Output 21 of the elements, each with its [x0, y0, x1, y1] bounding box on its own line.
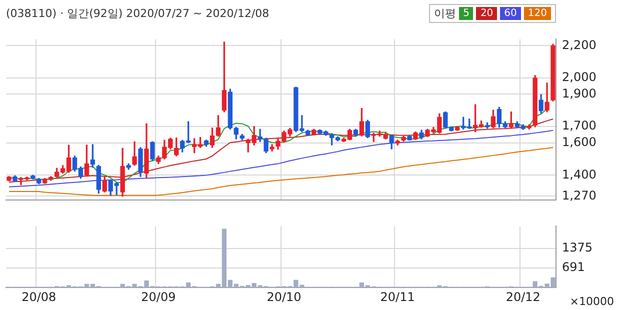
y-tick-label: 1,270: [562, 188, 596, 202]
text: 20: [476, 7, 498, 20]
x-tick-label: 20/08: [22, 290, 56, 304]
y-tick-label: 1,900: [562, 86, 596, 100]
y-tick-label: 2,200: [562, 38, 596, 52]
text: 60: [500, 7, 521, 20]
y-tick-label: 1,400: [562, 167, 596, 182]
x-tick-label: 20/10: [266, 290, 302, 304]
x-tick-label: 20/12: [506, 290, 540, 304]
x-tick-label: 20/11: [380, 290, 415, 304]
text: 5: [459, 7, 474, 20]
x-tick-label: 20/09: [141, 290, 176, 304]
y-tick-label: 1,700: [562, 118, 596, 133]
y-tick-label: 1375: [562, 240, 593, 255]
y-tick-label: 691: [562, 260, 585, 274]
y-axis-title: ×10000: [570, 295, 614, 308]
text: 120: [524, 7, 551, 20]
y-tick-label: 1,600: [562, 134, 596, 149]
chart-title: (038110) · 일간(92일) 2020/07/27 ~ 2020/12/08: [6, 6, 270, 21]
legend-title: 이평: [434, 6, 456, 21]
y-tick-label: 2,000: [562, 70, 596, 84]
